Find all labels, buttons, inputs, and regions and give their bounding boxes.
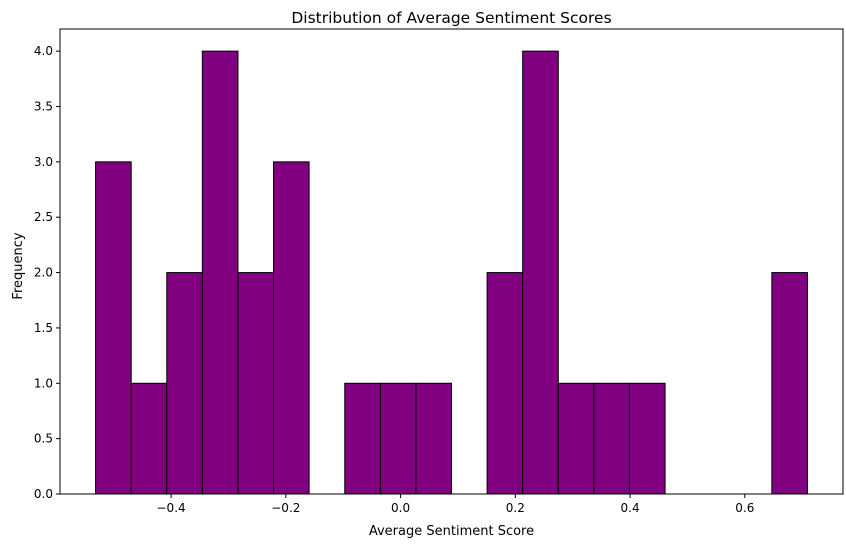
y-tick-label: 0.0: [34, 487, 53, 501]
y-tick-label: 2.0: [34, 266, 53, 280]
x-axis-label: Average Sentiment Score: [369, 524, 534, 539]
y-tick-label: 4.0: [34, 44, 53, 58]
y-tick-label: 1.5: [34, 321, 53, 335]
histogram-bar: [95, 161, 132, 495]
chart-title: Distribution of Average Sentiment Scores: [291, 9, 611, 27]
y-tick-label: 3.5: [34, 100, 53, 114]
histogram-bar: [415, 382, 453, 495]
histogram-bar: [771, 272, 808, 495]
histogram-bar: [273, 161, 310, 495]
y-tick-label: 0.5: [34, 432, 53, 446]
histogram-bar: [130, 382, 168, 495]
histogram-bar: [557, 382, 595, 495]
x-tick-label: 0.6: [735, 501, 754, 515]
x-axis-ticks: −0.4 −0.2 0.0 0.2 0.4 0.6: [157, 494, 754, 515]
histogram-bar: [344, 382, 381, 495]
histogram-bar: [486, 272, 524, 495]
histogram-bar: [166, 272, 203, 495]
y-tick-label: 2.5: [34, 210, 53, 224]
histogram-bar: [522, 50, 559, 495]
histogram-bar: [237, 272, 275, 495]
x-tick-label: 0.2: [506, 501, 525, 515]
y-tick-label: 1.0: [34, 376, 53, 390]
y-axis-ticks: 0.0 0.5 1.0 1.5 2.0 2.5 3.0 3.5 4.0: [34, 44, 60, 501]
y-axis-label: Frequency: [11, 232, 26, 299]
x-tick-label: 0.4: [621, 501, 640, 515]
histogram-bar: [628, 382, 666, 495]
x-tick-label: −0.2: [271, 501, 300, 515]
histogram-bar: [201, 50, 239, 495]
bars-layer: [95, 50, 808, 495]
plot-frame: [59, 28, 844, 495]
y-tick-label: 3.0: [34, 155, 53, 169]
histogram-bar: [593, 382, 630, 495]
histogram-bar: [379, 382, 417, 495]
x-tick-label: −0.4: [157, 501, 186, 515]
x-tick-label: 0.0: [391, 501, 410, 515]
